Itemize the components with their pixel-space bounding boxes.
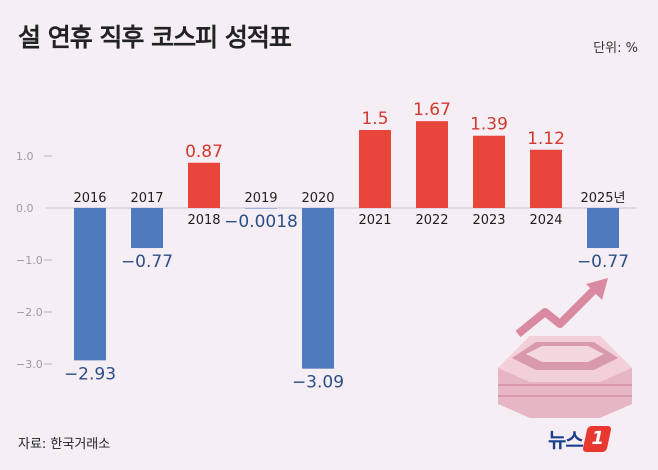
value-label: 1.5	[361, 109, 388, 129]
value-label: 0.87	[185, 142, 223, 162]
bar-2025년	[587, 208, 619, 249]
value-label: 1.12	[527, 129, 565, 149]
category-label: 2018	[187, 213, 220, 228]
bar-2020	[302, 208, 334, 369]
value-label: −3.09	[292, 373, 344, 393]
bar-2022	[416, 121, 448, 208]
category-label: 2021	[358, 213, 391, 228]
category-label: 2025년	[580, 191, 625, 206]
category-label: 2023	[472, 213, 505, 228]
category-label: 2022	[415, 213, 448, 228]
value-label: 1.67	[413, 100, 451, 120]
logo-mark: 1	[582, 425, 612, 452]
bar-2018	[188, 162, 220, 208]
category-label: 2019	[244, 191, 277, 206]
bar-2017	[131, 208, 163, 249]
bar-2023	[473, 135, 505, 208]
y-tick-label: −1.0	[16, 254, 43, 267]
bar-2021	[359, 130, 391, 208]
category-label: 2017	[130, 191, 163, 206]
value-label: −0.77	[121, 252, 173, 272]
chart-title: 설 연휴 직후 코스피 성적표	[18, 23, 292, 52]
unit-label: 단위: %	[593, 41, 638, 56]
news1-logo: 뉴스 1	[548, 424, 612, 453]
y-tick-label: 0.0	[16, 202, 34, 215]
source-note: 자료: 한국거래소	[18, 437, 111, 452]
value-label: 1.39	[470, 115, 508, 135]
bar-2016	[74, 208, 106, 361]
value-label: −0.0018	[224, 212, 298, 232]
category-label: 2016	[73, 191, 106, 206]
y-tick-label: −3.0	[16, 358, 43, 371]
value-label: −0.77	[577, 252, 629, 272]
bars: 2016−2.932017−0.7720180.872019−0.0018202…	[64, 100, 629, 393]
value-label: −2.93	[64, 364, 116, 384]
category-label: 2024	[529, 213, 562, 228]
rising-arrow-podium-icon	[498, 278, 632, 418]
bar-2024	[530, 149, 562, 208]
logo-text: 뉴스	[548, 428, 584, 452]
y-tick-label: −2.0	[16, 306, 43, 319]
category-label: 2020	[301, 191, 334, 206]
y-tick-label: 1.0	[16, 150, 34, 163]
bar-2019	[245, 208, 277, 209]
